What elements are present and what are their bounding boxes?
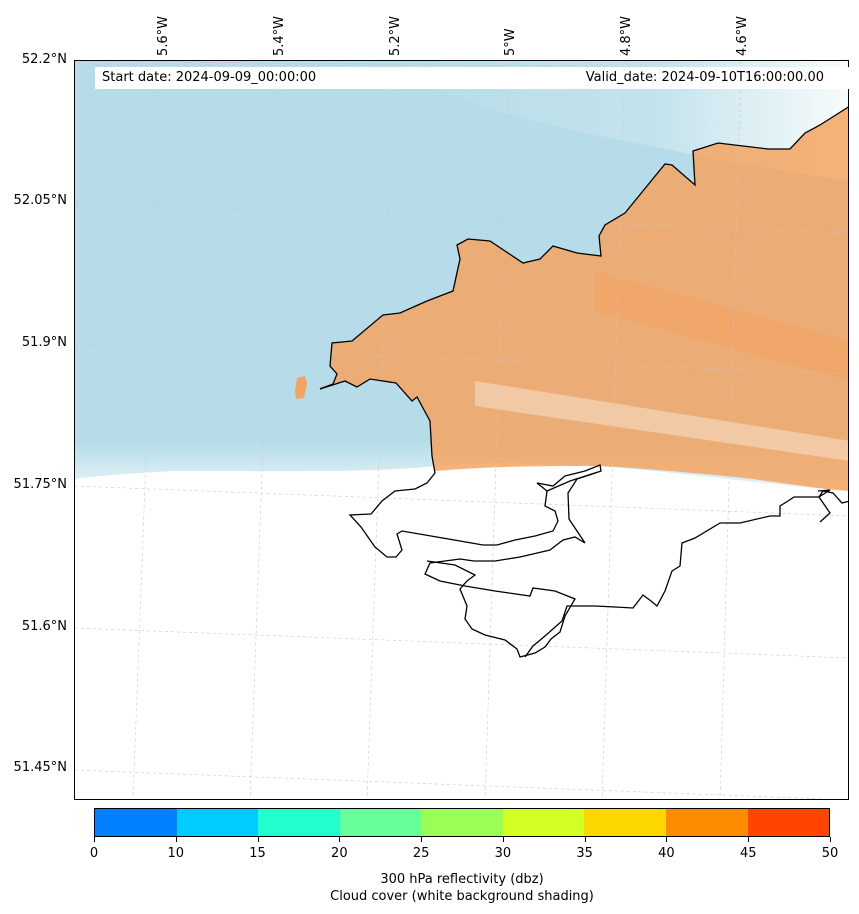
colorbar-tick-label: 25: [412, 846, 430, 861]
island: [295, 376, 307, 399]
colorbar: [94, 808, 830, 837]
colorbar-tick-mark: [421, 837, 423, 842]
coastline: [319, 106, 848, 390]
colorbar-tick-label: 30: [494, 846, 512, 861]
colorbar-tick-label: 10: [167, 846, 185, 861]
colorbar-sublabel: Cloud cover (white background shading): [330, 889, 594, 904]
colorbar-segment: [584, 809, 666, 836]
colorbar-segment: [176, 809, 259, 836]
lat-label: 52.2°N: [21, 52, 67, 67]
colorbar-tick-mark: [94, 837, 95, 842]
colorbar-tick-mark: [666, 837, 668, 842]
colorbar-tick-mark: [584, 837, 586, 842]
colorbar-segment: [339, 809, 422, 836]
lat-label: 52.05°N: [13, 193, 67, 208]
reflectivity-band-1: [595, 271, 848, 381]
colorbar-tick-mark: [502, 837, 504, 842]
start-date-text: Start date: 2024-09-09_00:00:00: [102, 70, 317, 85]
lon-label: 5.6°W: [156, 15, 171, 56]
map-canvas: [75, 61, 848, 799]
colorbar-segment: [747, 809, 830, 836]
colorbar-tick-mark: [175, 837, 177, 842]
lon-label: 5.4°W: [272, 15, 287, 56]
coastline-south: [319, 378, 602, 658]
info-bar: Start date: 2024-09-09_00:00:00 Valid_da…: [95, 67, 849, 89]
colorbar-segment: [665, 809, 748, 836]
colorbar-tick-label: 0: [89, 846, 99, 861]
colorbar-label: 300 hPa reflectivity (dbz): [380, 872, 544, 887]
valid-date-text: Valid_date: 2024-09-10T16:00:00.00: [585, 70, 824, 85]
reflectivity-band-2: [475, 381, 848, 461]
colorbar-segment: [421, 809, 503, 836]
colorbar-tick-label: 35: [576, 846, 593, 861]
lat-label: 51.45°N: [13, 760, 67, 775]
lat-label: 51.9°N: [21, 335, 67, 350]
colorbar-tick-mark: [830, 837, 831, 842]
lat-label: 51.75°N: [13, 477, 67, 492]
colorbar-tick-label: 50: [821, 846, 839, 861]
lon-label: 4.6°W: [735, 15, 750, 56]
colorbar-segment: [95, 809, 177, 836]
colorbar-tick-mark: [257, 837, 259, 842]
lon-label: 5°W: [503, 28, 518, 56]
colorbar-segment: [258, 809, 340, 836]
colorbar-tick-label: 20: [331, 846, 348, 861]
land-reflectivity-shading: [320, 107, 848, 491]
colorbar-tick-label: 40: [658, 846, 675, 861]
colorbar-tick-mark: [748, 837, 750, 842]
lon-label: 4.8°W: [619, 15, 634, 56]
lon-label: 5.2°W: [388, 15, 403, 56]
coastline-east-2: [818, 490, 848, 523]
colorbar-tick-label: 15: [249, 846, 266, 861]
colorbar-tick-label: 45: [739, 846, 757, 861]
coastline-east: [524, 489, 831, 658]
colorbar-tick-mark: [339, 837, 341, 842]
lat-label: 51.6°N: [21, 619, 67, 634]
map-panel: [74, 60, 849, 800]
coastline-south-peninsula: [546, 472, 596, 492]
colorbar-segment: [502, 809, 585, 836]
